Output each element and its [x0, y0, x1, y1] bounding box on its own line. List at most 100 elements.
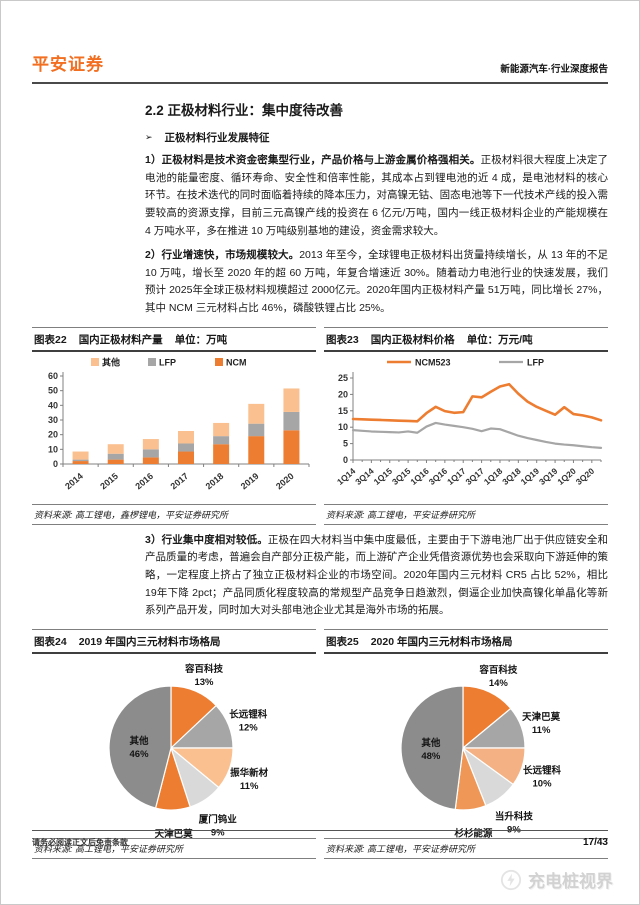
svg-text:0: 0 [53, 459, 58, 469]
paragraph-3-text: 正极在四大材料当中集中度最低，主要由于下游电池厂出于供应链安全和产品质量的考虑，… [145, 533, 608, 617]
svg-text:3Q16: 3Q16 [427, 465, 450, 486]
figure-23: 图表23 国内正极材料价格 单位：万元/吨 NCM523 LFP 0 5 10 15 20 25 1… [324, 326, 608, 525]
disclaimer-text: 请务必阅读正文后免责条款 [32, 838, 128, 847]
figure-23-title: 图表23 国内正极材料价格 单位：万元/吨 [324, 326, 608, 352]
figure-22-number: 图表22 [34, 333, 67, 346]
svg-text:振华新材: 振华新材 [230, 767, 269, 779]
paragraph-3-lead: 3）行业集中度相对较低。 [145, 533, 268, 546]
figure-22-source: 资料来源: 高工锂电，鑫椤锂电，平安证券研究所 [32, 503, 316, 525]
svg-text:10: 10 [338, 422, 348, 432]
svg-text:3Q19: 3Q19 [537, 465, 560, 486]
svg-text:10%: 10% [533, 778, 553, 789]
paragraph-2-text: 2013 年至今，全球锂电正极材料出货量持续增长，从 13 年的不足 10 万吨… [145, 249, 608, 314]
stacked-bar-chart-production: 其他 LFP NCM 0 10 20 30 40 50 60 2014 2015 2016 2017 201… [48, 356, 310, 491]
svg-text:NCM: NCM [226, 357, 247, 367]
figure-25: 图表25 2020 年国内三元材料市场格局 容百科技 14% 天津巴莫 11% 长远锂科 1… [324, 628, 608, 859]
watermark-text: 充电桩视界 [528, 872, 613, 891]
svg-text:1Q18: 1Q18 [482, 465, 505, 486]
figure-24-title: 图表24 2019 年国内三元材料市场格局 [32, 628, 316, 654]
figure-23-number: 图表23 [326, 333, 359, 346]
svg-text:3Q14: 3Q14 [353, 465, 376, 486]
svg-text:15: 15 [338, 405, 348, 415]
figure-22-unit: 单位：万吨 [174, 333, 228, 346]
svg-text:其他: 其他 [130, 735, 150, 747]
svg-text:46%: 46% [130, 749, 150, 760]
svg-text:天津巴莫: 天津巴莫 [155, 828, 194, 838]
figure-row-1: 图表22 国内正极材料产量 单位：万吨 其他 LFP NCM 0 10 20 30 40 50 60 2… [32, 326, 608, 525]
svg-text:厦门钨业: 厦门钨业 [199, 813, 238, 825]
svg-text:LFP: LFP [527, 357, 544, 367]
report-type-label: 新能源汽车·行业深度报告 [500, 64, 608, 75]
paragraph-1-lead: 1）正极材料是技术资金密集型行业，产品价格与上游金属价格强相关。 [145, 154, 481, 166]
svg-text:2020: 2020 [274, 470, 296, 491]
figure-24-number: 图表24 [34, 635, 67, 648]
svg-text:60: 60 [48, 371, 58, 381]
watermark: 充电桩视界 [500, 867, 613, 892]
svg-text:50: 50 [48, 385, 58, 395]
svg-text:25: 25 [338, 373, 348, 383]
figure-25-source: 资料来源: 高工锂电，平安证券研究所 [324, 837, 608, 859]
svg-text:13%: 13% [194, 677, 214, 688]
line-chart-price: NCM523 LFP05101520251Q143Q141Q153Q151Q163… [335, 357, 603, 487]
paragraph-2-lead: 2）行业增速快，市场规模较大。 [145, 249, 300, 262]
svg-text:2016: 2016 [133, 470, 155, 491]
svg-text:3Q15: 3Q15 [390, 465, 413, 486]
svg-text:9%: 9% [211, 827, 225, 837]
charging-pile-logo-icon [500, 869, 522, 890]
svg-text:容百科技: 容百科技 [478, 664, 518, 676]
svg-text:2015: 2015 [98, 470, 120, 491]
section-title: 2.2 正极材料行业：集中度待改善 [145, 103, 344, 118]
svg-text:10: 10 [48, 444, 58, 454]
figure-23-source: 资料来源: 高工锂电，平安证券研究所 [324, 503, 608, 525]
svg-text:其他: 其他 [102, 356, 120, 367]
page-number: 17/43 [582, 837, 608, 848]
svg-text:30: 30 [48, 415, 58, 425]
figure-24: 图表24 2019 年国内三元材料市场格局 容百科技 13% 长远锂科 12% 振华新材 1… [32, 628, 316, 859]
figure-row-2: 图表24 2019 年国内三元材料市场格局 容百科技 13% 长远锂科 12% 振华新材 1… [32, 628, 608, 859]
svg-text:12%: 12% [239, 722, 259, 733]
figure-25-caption: 2020 年国内三元材料市场格局 [370, 635, 513, 648]
figure-22-caption: 国内正极材料产量 [78, 333, 163, 346]
figure-25-number: 图表25 [326, 635, 359, 648]
svg-text:48%: 48% [421, 751, 441, 762]
svg-text:1Q20: 1Q20 [555, 465, 578, 486]
page-header: 平安证券 新能源汽车·行业深度报告 [32, 50, 608, 84]
brand-logo: 平安证券 [32, 55, 104, 74]
svg-text:20: 20 [48, 429, 58, 439]
svg-text:20: 20 [338, 389, 348, 399]
svg-text:1Q14: 1Q14 [335, 465, 358, 486]
svg-text:天津巴莫: 天津巴莫 [522, 711, 561, 723]
figure-24-source: 资料来源: 高工锂电，平安证券研究所 [32, 837, 316, 859]
svg-text:容百科技: 容百科技 [184, 663, 224, 675]
svg-text:3Q17: 3Q17 [464, 465, 487, 486]
figure-25-title: 图表25 2020 年国内三元材料市场格局 [324, 628, 608, 654]
svg-text:0: 0 [343, 455, 348, 465]
svg-text:LFP: LFP [159, 357, 176, 367]
svg-text:3Q18: 3Q18 [500, 465, 523, 486]
svg-text:2017: 2017 [169, 470, 191, 491]
svg-text:2014: 2014 [63, 470, 85, 491]
svg-text:3Q20: 3Q20 [574, 465, 597, 486]
figure-22-title: 图表22 国内正极材料产量 单位：万吨 [32, 326, 316, 352]
svg-text:杉杉能源: 杉杉能源 [454, 827, 493, 838]
svg-text:1Q16: 1Q16 [408, 465, 431, 486]
arrow-bullet-icon: ➢ [145, 132, 153, 142]
svg-text:当升科技: 当升科技 [495, 810, 534, 822]
svg-text:1Q19: 1Q19 [519, 465, 542, 486]
figure-23-caption: 国内正极材料价格 [370, 333, 455, 346]
page-footer: 请务必阅读正文后免责条款 17/43 [32, 830, 608, 848]
svg-text:40: 40 [48, 400, 58, 410]
svg-text:11%: 11% [240, 781, 259, 792]
figure-23-unit: 单位：万元/吨 [466, 333, 533, 346]
bullet-heading-label: 正极材料行业发展特征 [164, 132, 270, 144]
paragraph-3: 3）行业集中度相对较低。正极在四大材料当中集中度最低，主要由于下游电池厂出于供应… [145, 532, 608, 620]
svg-text:11%: 11% [532, 725, 551, 736]
svg-text:5: 5 [343, 438, 348, 448]
paragraph-1: 1）正极材料是技术资金密集型行业，产品价格与上游金属价格强相关。正极材料很大程度… [145, 152, 608, 240]
paragraph-2: 2）行业增速快，市场规模较大。2013 年至今，全球锂电正极材料出货量持续增长，… [145, 247, 608, 318]
svg-text:2018: 2018 [204, 470, 226, 491]
svg-text:2019: 2019 [239, 470, 261, 491]
svg-text:长远锂科: 长远锂科 [229, 708, 268, 720]
figure-22: 图表22 国内正极材料产量 单位：万吨 其他 LFP NCM 0 10 20 30 40 50 60 2… [32, 326, 316, 525]
